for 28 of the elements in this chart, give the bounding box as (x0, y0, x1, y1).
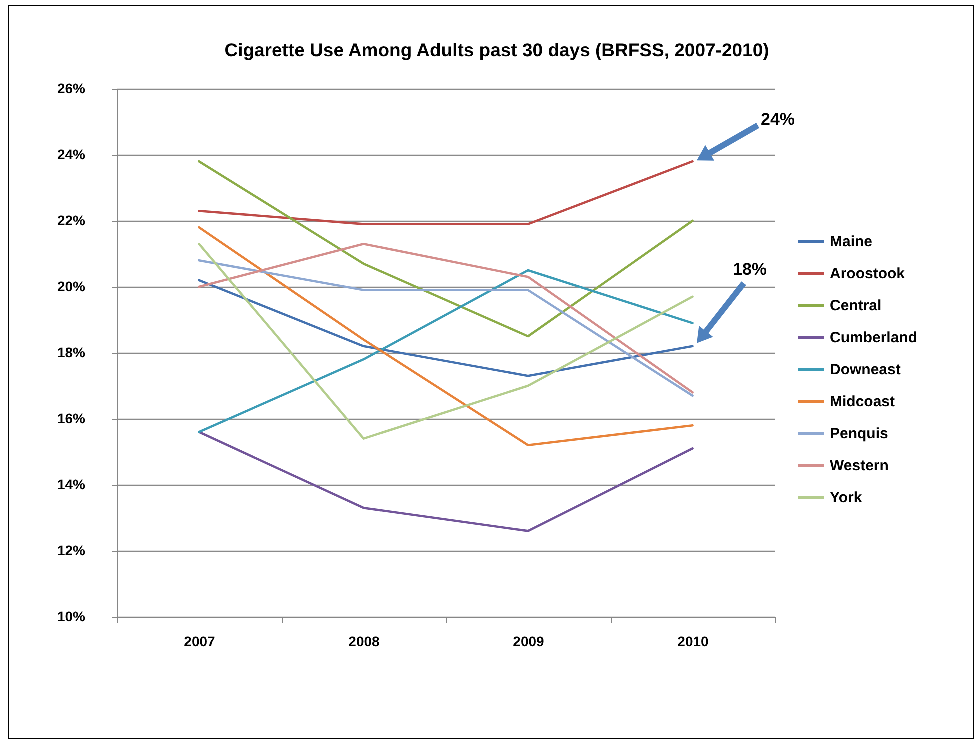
x-tick-label: 2008 (348, 634, 380, 650)
line-series (198, 269, 694, 434)
annotation: 18% (732, 260, 768, 279)
legend-label: Western (830, 458, 889, 474)
chart-title: Cigarette Use Among Adults past 30 days (BRFSS, 2007-2010) (224, 40, 770, 60)
legend-label: Penquis (830, 426, 888, 442)
y-tick-label: 26% (57, 80, 86, 96)
y-tick-label: 22% (57, 212, 86, 228)
legend-label: Cumberland (830, 330, 918, 346)
y-tick-label: 20% (57, 278, 86, 294)
legend-label: Maine (830, 234, 873, 250)
y-tick-label: 10% (57, 608, 86, 624)
y-tick-label: 24% (57, 146, 86, 162)
x-tick-label: 2009 (513, 634, 545, 650)
line-series (198, 431, 694, 532)
y-tick-label: 12% (57, 542, 86, 558)
line-series (198, 160, 694, 338)
y-tick-label: 16% (57, 410, 86, 426)
legend-label: Midcoast (830, 394, 896, 410)
x-tick-label: 2010 (678, 634, 710, 650)
y-tick-label: 14% (57, 476, 86, 492)
annotation: 24% (760, 110, 796, 129)
legend-label: Central (830, 298, 882, 314)
legend-label: Downeast (830, 362, 901, 378)
legend-label: York (830, 490, 863, 506)
y-tick-label: 18% (57, 344, 86, 360)
legend-label: Aroostook (830, 266, 906, 282)
x-tick-label: 2007 (184, 634, 216, 650)
